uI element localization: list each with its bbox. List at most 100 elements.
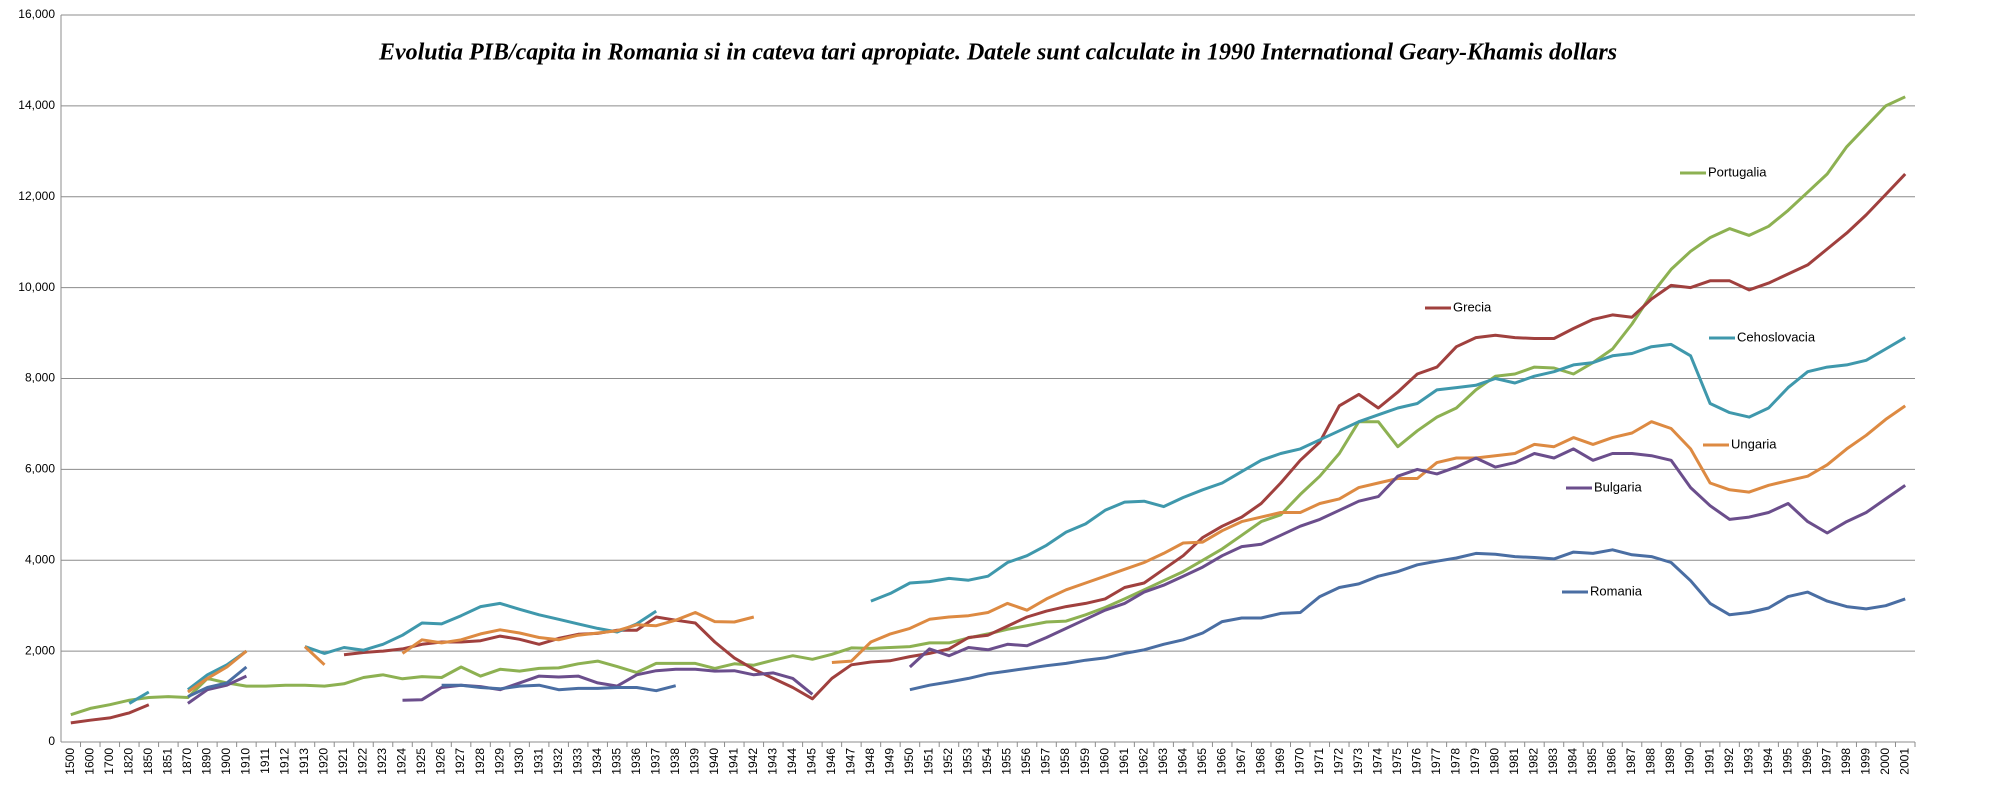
x-tick-label: 1920 [317,748,331,775]
series-line [401,611,755,655]
x-tick-label: 1922 [356,748,370,775]
y-tick-label: 8,000 [25,371,55,385]
x-tick-label: 1927 [453,748,467,775]
x-tick-label: 1928 [473,748,487,775]
series-line [831,404,1907,664]
x-tick-label: 1960 [1097,748,1111,775]
y-tick-label: 2,000 [25,643,55,657]
x-tick-label: 1929 [492,748,506,775]
x-tick-label: 1990 [1683,748,1697,775]
legend-label: Ungaria [1731,436,1777,451]
x-tick-label: 1978 [1449,748,1463,775]
x-tick-label: 1997 [1819,748,1833,775]
x-tick-label: 1970 [1292,748,1306,775]
x-tick-label: 1944 [785,748,799,775]
x-tick-label: 1972 [1331,748,1345,775]
series-line [70,703,150,725]
x-tick-label: 1996 [1800,748,1814,775]
x-tick-label: 1900 [219,748,233,775]
y-tick-label: 12,000 [18,189,55,203]
x-tick-label: 1934 [590,748,604,775]
x-tick-label: 1820 [121,748,135,775]
x-tick-label: 1983 [1546,748,1560,775]
y-tick-label: 4,000 [25,552,55,566]
legend-label: Cehoslovacia [1737,329,1816,344]
x-tick-label: 1962 [1136,748,1150,775]
x-tick-label: 1923 [375,748,389,775]
x-tick-label: 1966 [1214,748,1228,775]
x-tick-label: 2000 [1878,748,1892,775]
x-tick-label: 1957 [1039,748,1053,775]
x-tick-label: 1941 [726,748,740,775]
x-tick-label: 1911 [258,748,272,774]
series-line [128,690,150,705]
x-tick-label: 1981 [1507,748,1521,775]
x-tick-label: 1937 [648,748,662,775]
x-tick-label: 1943 [765,748,779,775]
x-tick-label: 1999 [1858,748,1872,775]
y-tick-label: 10,000 [18,280,55,294]
x-tick-label: 1940 [707,748,721,775]
chart-title: Evolutia PIB/capita in Romania si in cat… [378,40,1617,66]
x-tick-label: 1947 [844,748,858,775]
x-tick-label: 1963 [1156,748,1170,775]
x-tick-label: 1930 [512,748,526,775]
x-tick-label: 2001 [1897,748,1911,775]
x-tick-label: 1986 [1605,748,1619,775]
x-tick-label: 1950 [902,748,916,775]
x-tick-label: 1989 [1663,748,1677,775]
x-tick-label: 1984 [1566,748,1580,775]
series-line [909,548,1906,692]
legend-label: Bulgaria [1594,479,1642,494]
series-line [187,649,248,694]
x-tick-label: 1974 [1370,748,1384,775]
x-tick-label: 1998 [1839,748,1853,775]
y-tick-label: 16,000 [18,7,55,21]
series-line [304,601,658,655]
legend-label: Grecia [1453,299,1492,314]
x-tick-label: 1600 [82,748,96,775]
x-tick-label: 1961 [1117,748,1131,775]
series-line [187,665,248,698]
y-tick-label: 14,000 [18,98,55,112]
x-tick-label: 1991 [1702,748,1716,775]
x-tick-label: 1971 [1312,748,1326,775]
x-tick-label: 1964 [1175,748,1189,775]
series-line [303,645,326,666]
x-tick-label: 1870 [180,748,194,775]
x-tick-label: 1936 [629,748,643,775]
x-tick-label: 1890 [200,748,214,775]
x-tick-label: 1982 [1527,748,1541,775]
x-tick-label: 1850 [141,748,155,775]
x-tick-label: 1953 [961,748,975,775]
x-tick-label: 1994 [1761,748,1775,775]
x-tick-label: 1968 [1253,748,1267,775]
series-line [441,683,677,693]
x-tick-label: 1935 [609,748,623,775]
x-tick-label: 1932 [551,748,565,775]
x-tick-label: 1924 [395,748,409,775]
x-tick-label: 1946 [824,748,838,775]
x-tick-label: 1965 [1195,748,1209,775]
x-tick-label: 1980 [1488,748,1502,775]
x-tick-label: 1851 [161,748,175,775]
x-tick-label: 1938 [668,748,682,775]
legend-label: Romania [1590,583,1643,598]
x-tick-label: 1969 [1273,748,1287,775]
series-line [187,674,248,705]
x-tick-label: 1987 [1624,748,1638,775]
x-tick-label: 1949 [883,748,897,775]
x-tick-label: 1926 [434,748,448,775]
x-tick-label: 1979 [1468,748,1482,775]
x-tick-label: 1993 [1741,748,1755,775]
x-tick-label: 1992 [1722,748,1736,775]
x-tick-label: 1954 [980,748,994,775]
x-tick-label: 1958 [1058,748,1072,775]
x-tick-label: 1956 [1019,748,1033,775]
x-tick-label: 1500 [63,748,77,775]
y-tick-label: 0 [48,734,55,748]
series-line [870,336,1906,603]
x-tick-label: 1945 [805,748,819,775]
